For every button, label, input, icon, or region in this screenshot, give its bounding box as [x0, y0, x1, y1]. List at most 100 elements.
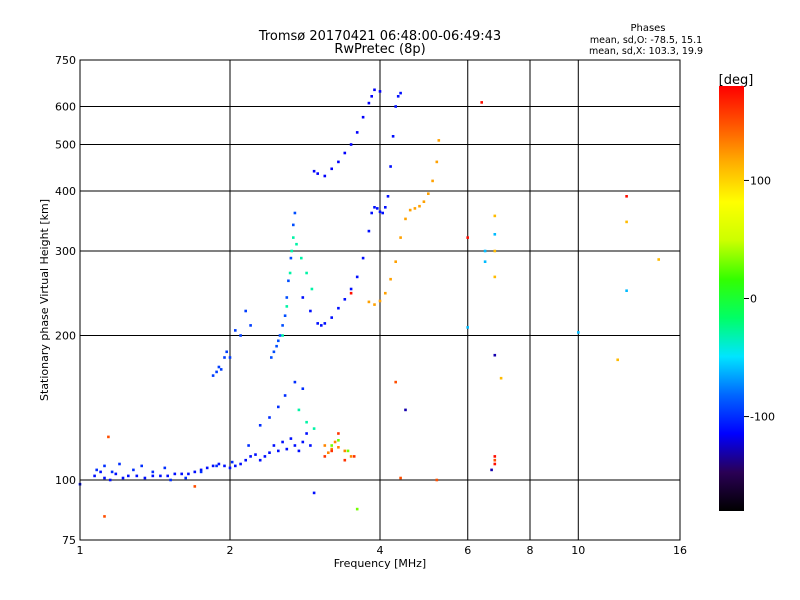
- data-point: [367, 300, 371, 304]
- data-point: [297, 449, 301, 453]
- data-point: [483, 260, 487, 263]
- data-point: [493, 275, 497, 279]
- data-point: [132, 468, 135, 472]
- data-point: [337, 160, 340, 164]
- data-point: [399, 236, 402, 239]
- data-point: [305, 271, 308, 275]
- data-point: [277, 405, 280, 409]
- x-tick-label: 16: [673, 544, 687, 557]
- x-tick-label: 2: [227, 544, 234, 557]
- data-point: [305, 432, 308, 435]
- data-point: [166, 474, 169, 478]
- data-point: [386, 195, 390, 198]
- data-point: [343, 449, 347, 453]
- data-point: [211, 374, 215, 377]
- data-point: [431, 179, 434, 183]
- data-point: [616, 358, 619, 362]
- data-point: [483, 249, 487, 253]
- data-point: [404, 408, 407, 412]
- data-point: [384, 206, 387, 209]
- data-point: [205, 466, 209, 470]
- data-point: [343, 298, 347, 301]
- data-point: [239, 334, 242, 337]
- data-point: [301, 296, 305, 299]
- data-point: [493, 249, 497, 253]
- data-point: [625, 289, 628, 292]
- data-point: [239, 462, 242, 466]
- data-point: [422, 200, 426, 203]
- data-point: [330, 316, 333, 319]
- data-point: [333, 440, 337, 444]
- data-point: [103, 476, 106, 480]
- data-point: [493, 214, 497, 218]
- data-point: [230, 460, 234, 464]
- data-point: [258, 424, 262, 427]
- data-point: [289, 256, 293, 260]
- data-point: [135, 474, 139, 478]
- data-point: [151, 474, 155, 478]
- data-point: [285, 305, 289, 308]
- colorbar-ticks: -100 0 100: [744, 174, 775, 424]
- data-point: [384, 291, 387, 295]
- data-point: [159, 474, 162, 478]
- data-point: [301, 387, 305, 390]
- y-tick-label: 400: [55, 185, 76, 198]
- data-point: [215, 464, 218, 468]
- data-point: [277, 449, 280, 453]
- data-point: [108, 478, 112, 482]
- data-point: [466, 326, 469, 329]
- data-point: [301, 440, 305, 444]
- data-point: [330, 444, 333, 447]
- data-point: [316, 172, 319, 175]
- y-tick-label: 500: [55, 139, 76, 152]
- data-point: [389, 165, 392, 168]
- data-point: [349, 291, 353, 295]
- y-tick-label: 100: [55, 474, 76, 487]
- data-point: [199, 470, 203, 474]
- data-point: [300, 256, 303, 260]
- y-tick-label: 600: [55, 101, 76, 114]
- y-tick-label: 750: [55, 54, 76, 67]
- data-point: [173, 472, 177, 476]
- data-point: [272, 350, 276, 354]
- data-point: [493, 462, 497, 466]
- data-point: [320, 324, 323, 327]
- data-point: [285, 447, 289, 451]
- data-point: [349, 143, 353, 146]
- data-point: [281, 324, 284, 327]
- data-point: [355, 275, 359, 279]
- data-point: [140, 464, 143, 468]
- data-point: [287, 279, 290, 283]
- data-point: [493, 455, 497, 458]
- data-point: [107, 435, 110, 439]
- data-point: [323, 322, 327, 325]
- colorbar-tick-label: 100: [750, 174, 771, 187]
- data-point: [187, 472, 190, 476]
- data-point: [361, 256, 365, 260]
- data-point: [193, 485, 197, 488]
- data-point: [249, 455, 252, 458]
- data-point: [499, 376, 503, 380]
- data-point: [127, 474, 130, 478]
- data-points: [78, 88, 660, 518]
- data-point: [219, 368, 223, 371]
- chart-subtitle: RwPretec (8p): [334, 42, 425, 57]
- data-point: [292, 236, 295, 239]
- data-point: [258, 458, 262, 462]
- data-point: [361, 115, 365, 119]
- data-point: [378, 299, 382, 303]
- data-point: [244, 309, 247, 313]
- data-point: [399, 91, 402, 95]
- data-point: [480, 101, 483, 104]
- phases-o-stats: mean, sd,O: -78.5, 15.1: [590, 35, 702, 46]
- data-point: [330, 167, 333, 171]
- data-point: [312, 491, 316, 495]
- data-point: [391, 135, 395, 138]
- colorbar-label: [deg]: [719, 73, 754, 88]
- data-point: [223, 356, 226, 359]
- data-point: [272, 444, 276, 447]
- data-point: [275, 344, 278, 348]
- data-point: [310, 287, 314, 291]
- data-point: [312, 427, 316, 430]
- data-point: [330, 447, 333, 451]
